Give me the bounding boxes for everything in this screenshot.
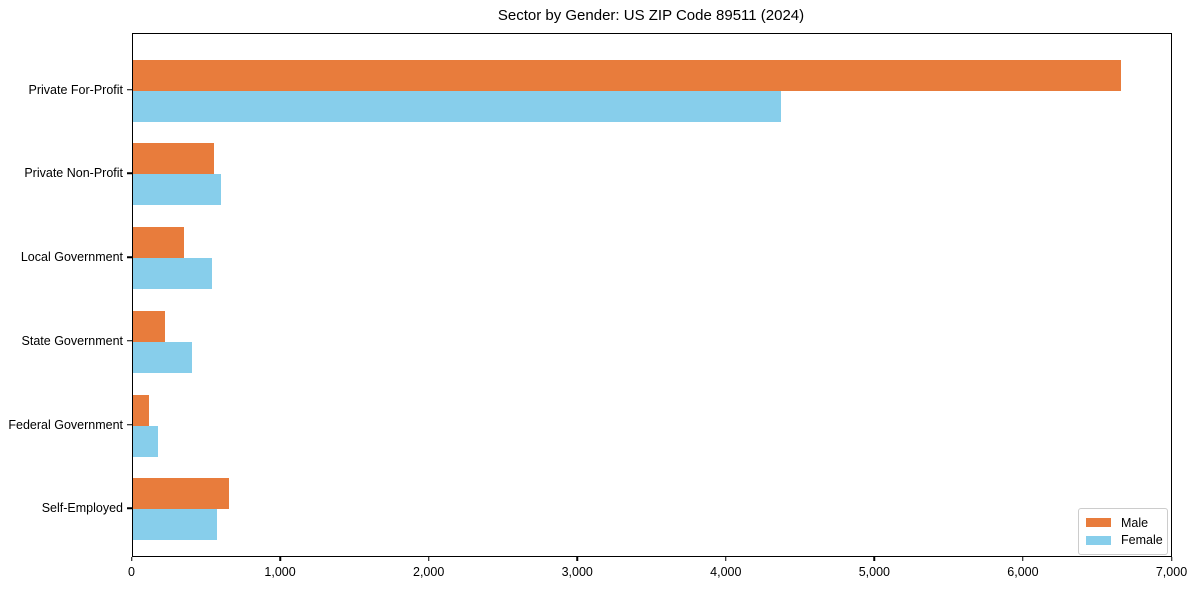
x-tick-label-0: 0 <box>128 565 135 579</box>
y-tick-mark <box>126 340 132 342</box>
y-tick-label-self-employed: Self-Employed <box>41 501 123 516</box>
y-tick-mark <box>126 507 132 510</box>
x-tick-label-3000: 3,000 <box>561 565 593 579</box>
bar-male-private-non-profit <box>132 143 214 175</box>
chart-title: Sector by Gender: US ZIP Code 89511 (202… <box>497 7 805 24</box>
bar-male-state-government <box>132 310 166 342</box>
bar-male-private-for-profit <box>132 59 1121 91</box>
legend-swatch-female-icon <box>1086 535 1111 545</box>
x-tick-mark <box>279 557 281 561</box>
x-tick-label-5000: 5,000 <box>858 565 890 579</box>
x-tick-mark <box>130 557 133 561</box>
bar-female-state-government <box>132 341 192 373</box>
x-tick-mark <box>427 557 430 561</box>
y-tick-mark <box>126 88 132 91</box>
y-tick-label-federal-government: Federal Government <box>8 417 123 432</box>
bar-female-private-non-profit <box>132 174 222 206</box>
x-tick-mark <box>1170 557 1173 561</box>
y-tick-mark <box>126 172 132 175</box>
bar-female-federal-government <box>132 425 158 457</box>
bar-female-self-employed <box>132 509 217 541</box>
x-tick-mark <box>1022 557 1024 561</box>
y-axis-labels: Private For-Profit Private Non-Profit Loca… <box>0 0 123 600</box>
bar-male-self-employed <box>132 478 229 510</box>
legend: Male Female <box>1078 508 1168 555</box>
x-tick-label-1000: 1,000 <box>264 565 296 579</box>
plot-area <box>131 33 1172 557</box>
y-tick-mark <box>126 423 132 426</box>
legend-label-female: Female <box>1121 532 1163 547</box>
x-tick-mark <box>576 557 578 561</box>
legend-swatch-male-icon <box>1086 518 1111 528</box>
bar-male-local-government <box>132 227 185 259</box>
x-tick-label-7000: 7,000 <box>1155 565 1188 579</box>
y-tick-mark <box>126 256 132 258</box>
legend-label-male: Male <box>1121 515 1149 530</box>
y-tick-label-local-government: Local Government <box>20 250 123 265</box>
x-tick-label-4000: 4,000 <box>710 565 742 579</box>
x-tick-label-2000: 2,000 <box>413 565 445 579</box>
y-tick-label-private-non-profit: Private Non-Profit <box>24 166 123 181</box>
bar-male-federal-government <box>132 394 149 426</box>
bar-female-private-for-profit <box>132 90 782 122</box>
bar-female-local-government <box>132 258 213 290</box>
y-tick-label-private-for-profit: Private For-Profit <box>28 82 123 97</box>
legend-item-male: Male <box>1086 517 1160 530</box>
x-tick-mark <box>725 557 727 561</box>
y-tick-label-state-government: State Government <box>21 333 123 348</box>
x-tick-mark <box>873 557 876 561</box>
x-tick-label-6000: 6,000 <box>1007 565 1039 579</box>
legend-item-female: Female <box>1086 532 1163 547</box>
